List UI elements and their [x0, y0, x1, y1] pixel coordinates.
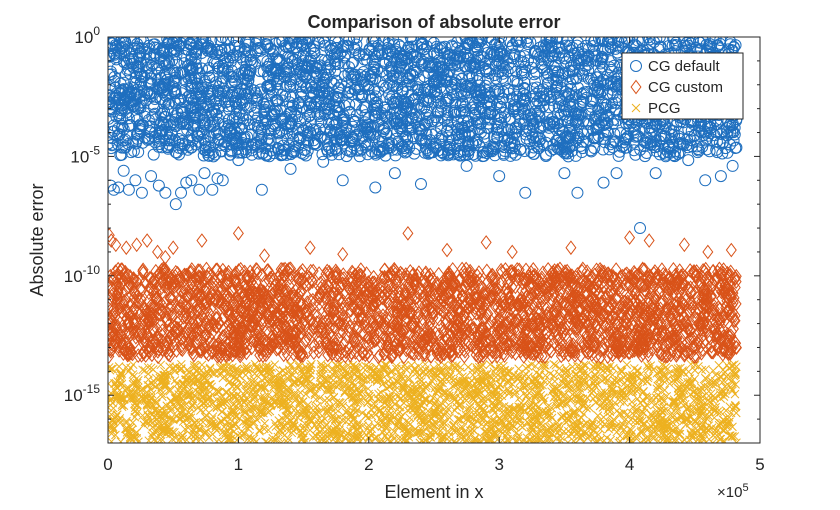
data-marks — [108, 37, 743, 443]
x-marker — [451, 438, 461, 443]
x-marker — [514, 364, 524, 374]
x-marker — [180, 424, 190, 434]
x-marker — [415, 427, 425, 437]
x-marker — [593, 411, 603, 420]
x-marker — [160, 366, 169, 376]
x-marker — [710, 432, 720, 442]
x-marker — [280, 379, 290, 389]
x-marker — [622, 360, 632, 370]
x-marker — [202, 427, 212, 436]
x-marker — [510, 386, 520, 396]
x-marker — [514, 431, 523, 440]
x-marker — [653, 374, 663, 384]
x-marker — [116, 437, 126, 443]
x-marker — [588, 362, 598, 372]
x-marker — [390, 385, 400, 395]
x-marker — [697, 365, 707, 375]
x-marker — [405, 374, 415, 384]
x-marker — [663, 374, 673, 384]
x-marker — [222, 387, 232, 397]
x-marker — [432, 386, 442, 395]
x-marker — [300, 437, 310, 443]
x-marker — [135, 390, 145, 399]
x-marker — [322, 419, 332, 429]
x-marker — [150, 434, 159, 443]
x-marker — [473, 417, 482, 427]
x-marker — [721, 406, 731, 415]
x-marker — [369, 403, 379, 412]
x-marker — [596, 419, 605, 429]
x-marker — [652, 384, 662, 394]
x-marker — [361, 361, 370, 371]
x-marker — [246, 434, 256, 443]
x-marker — [176, 432, 186, 442]
x-marker — [644, 371, 653, 381]
x-marker — [720, 437, 729, 443]
x-marker — [633, 394, 642, 404]
x-marker — [673, 405, 682, 415]
x-marker — [660, 385, 670, 395]
x-marker — [616, 365, 626, 374]
x-marker — [269, 396, 279, 406]
x-marker — [299, 422, 309, 432]
x-marker — [667, 426, 677, 436]
x-marker — [549, 359, 559, 369]
x-marker — [364, 389, 374, 399]
x-marker — [655, 383, 665, 392]
x-marker — [718, 437, 727, 443]
x-marker — [616, 409, 626, 419]
x-marker — [352, 424, 362, 434]
x-marker — [270, 418, 280, 428]
x-marker — [386, 416, 395, 426]
x-marker — [226, 434, 236, 443]
x-marker — [539, 360, 549, 370]
x-marker — [198, 417, 208, 427]
x-marker — [504, 389, 514, 399]
x-marker — [722, 418, 732, 428]
series-pcg — [108, 359, 741, 443]
x-marker — [481, 393, 491, 403]
x-marker — [465, 405, 475, 415]
x-marker — [627, 397, 637, 407]
x-marker — [170, 376, 180, 385]
x-marker — [540, 361, 550, 370]
x-marker — [717, 377, 727, 387]
x-marker — [436, 366, 446, 376]
x-marker — [212, 437, 222, 443]
x-marker — [397, 434, 406, 443]
